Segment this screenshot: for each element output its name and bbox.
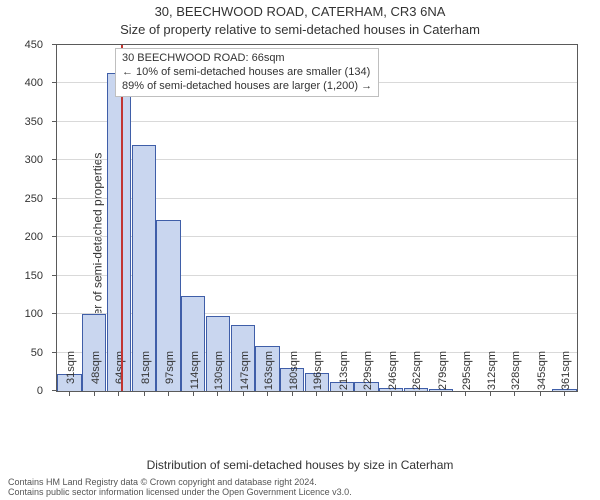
y-gridline: [57, 121, 577, 122]
legend-line3: 89% of semi-detached houses are larger (…: [122, 80, 372, 94]
x-tick-label: 229sqm: [362, 351, 374, 399]
x-tick-label: 345sqm: [536, 351, 548, 399]
chart-title-address: 30, BEECHWOOD ROAD, CATERHAM, CR3 6NA: [0, 4, 600, 19]
y-tick-label: 450: [25, 39, 57, 51]
x-tick-label: 163sqm: [263, 351, 275, 399]
x-tick-label: 246sqm: [387, 351, 399, 399]
y-tick-label: 300: [25, 154, 57, 166]
x-tick-label: 147sqm: [239, 351, 251, 399]
y-tick-label: 400: [25, 77, 57, 89]
x-tick-label: 48sqm: [90, 351, 102, 399]
x-tick-label: 114sqm: [189, 351, 201, 399]
chart-title-desc: Size of property relative to semi-detach…: [0, 22, 600, 37]
y-tick-label: 150: [25, 270, 57, 282]
x-tick-label: 64sqm: [114, 351, 126, 399]
x-tick-label: 213sqm: [338, 351, 350, 399]
histogram-chart: 30, BEECHWOOD ROAD, CATERHAM, CR3 6NA Si…: [0, 0, 600, 500]
y-tick-label: 100: [25, 308, 57, 320]
x-tick-label: 262sqm: [411, 351, 423, 399]
x-tick-label: 361sqm: [560, 351, 572, 399]
y-tick-label: 50: [31, 347, 57, 359]
x-tick-label: 328sqm: [510, 351, 522, 399]
x-tick-label: 130sqm: [213, 351, 225, 399]
x-tick-label: 312sqm: [486, 351, 498, 399]
x-tick-label: 31sqm: [65, 351, 77, 399]
legend-line1: 30 BEECHWOOD ROAD: 66sqm: [122, 52, 372, 66]
x-tick-label: 81sqm: [140, 351, 152, 399]
x-tick-label: 180sqm: [288, 351, 300, 399]
x-tick-label: 97sqm: [164, 351, 176, 399]
x-axis-label: Distribution of semi-detached houses by …: [0, 458, 600, 472]
y-tick-label: 250: [25, 193, 57, 205]
plot-area: 05010015020025030035040045031sqm48sqm64s…: [56, 44, 578, 392]
y-tick-label: 200: [25, 231, 57, 243]
attribution: Contains HM Land Registry data © Crown c…: [8, 478, 352, 498]
x-tick-label: 279sqm: [437, 351, 449, 399]
legend-box: 30 BEECHWOOD ROAD: 66sqm← 10% of semi-de…: [115, 48, 379, 97]
x-tick-label: 295sqm: [461, 351, 473, 399]
y-tick-label: 350: [25, 116, 57, 128]
histogram-bar: [107, 73, 131, 391]
y-tick-label: 0: [37, 385, 57, 397]
attribution-line2: Contains public sector information licen…: [8, 488, 352, 498]
x-tick-label: 196sqm: [312, 351, 324, 399]
legend-line2: ← 10% of semi-detached houses are smalle…: [122, 66, 372, 80]
